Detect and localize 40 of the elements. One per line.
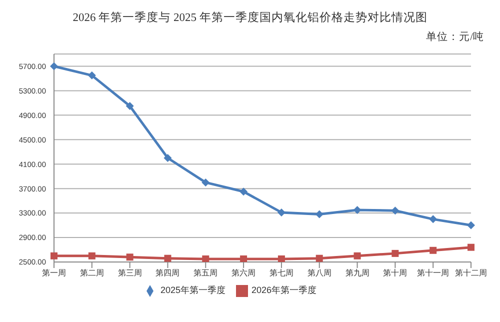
point: [126, 254, 134, 261]
legend-label: 2025年第一季度: [160, 285, 226, 295]
point: [315, 210, 324, 218]
x-tick-label: 第五周: [194, 268, 218, 278]
x-tick-label: 第二周: [80, 268, 104, 278]
x-tick-label: 第十二周: [455, 268, 487, 278]
point: [50, 252, 58, 260]
text: 单位：元/吨: [426, 30, 484, 44]
point: [391, 206, 400, 215]
point: [468, 244, 474, 251]
point: [126, 102, 134, 110]
x-tick-label: 第九周: [345, 268, 370, 278]
x-tick-label: 第八周: [307, 268, 332, 278]
point: [277, 208, 286, 216]
point: [202, 178, 210, 186]
point: [240, 255, 248, 262]
point: [429, 215, 438, 224]
x-tick-label: 第四周: [156, 268, 180, 278]
x-tick-label: 第三周: [118, 268, 142, 278]
point: [88, 252, 96, 260]
point: [50, 62, 58, 70]
point: [316, 254, 323, 262]
point: [164, 154, 172, 162]
point: [392, 250, 399, 257]
point: [430, 246, 437, 254]
x-tick-label: 第七周: [269, 268, 294, 278]
point: [354, 252, 361, 260]
chart-title: 2026 年第一季度与 2025 年第一季度国内氧化铝价格走势对比情况图: [72, 10, 428, 25]
legend-label: 2026年第一季度: [252, 285, 317, 295]
point: [353, 206, 362, 214]
point: [202, 255, 210, 262]
point: [240, 188, 248, 196]
x-tick-label: 第六周: [232, 268, 256, 278]
x-tick-label: 第十周: [383, 268, 408, 278]
point: [278, 255, 285, 262]
x-tick-label: 第一周: [42, 268, 66, 278]
point: [467, 221, 475, 230]
point: [164, 254, 172, 262]
point: [88, 71, 96, 80]
x-tick-label: 第十一周: [417, 268, 450, 278]
